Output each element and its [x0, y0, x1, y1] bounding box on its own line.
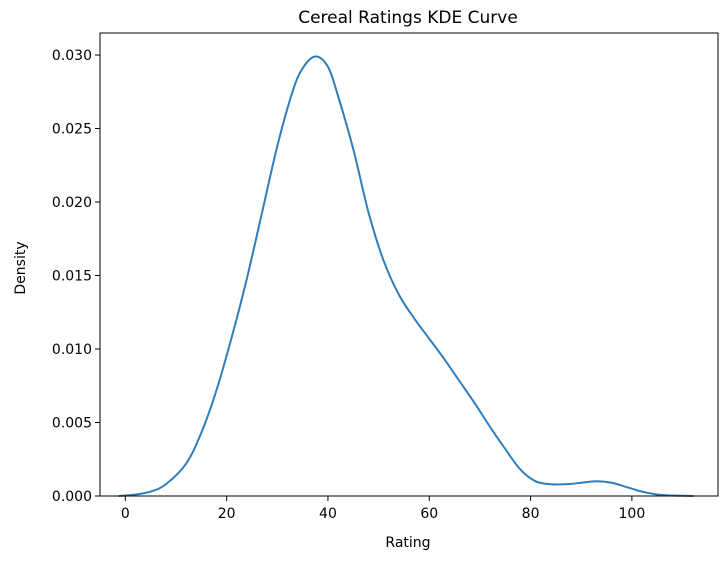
y-tick-label: 0.010	[52, 342, 92, 358]
y-axis-label: Density	[13, 241, 29, 294]
y-tick-label: 0.020	[52, 195, 92, 211]
x-tick-label: 100	[619, 506, 646, 522]
y-tick-label: 0.005	[52, 416, 92, 432]
kde-curve	[118, 55, 694, 497]
x-tick-label: 20	[218, 506, 236, 522]
y-tick-label: 0.030	[52, 48, 92, 64]
y-tick-label: 0.015	[52, 269, 92, 285]
plot-frame	[99, 32, 719, 497]
plot-area	[99, 32, 719, 497]
x-tick-label: 0	[121, 506, 130, 522]
x-tick-label: 80	[522, 506, 540, 522]
x-tick-label: 40	[319, 506, 337, 522]
y-tick-label: 0.025	[52, 122, 92, 138]
x-axis: 0 20 40 60 80 100	[121, 496, 645, 522]
y-tick-label: 0.000	[52, 489, 92, 505]
y-axis: 0.000 0.005 0.010 0.015 0.020 0.025 0.030	[52, 48, 100, 505]
x-axis-label: Rating	[385, 535, 430, 551]
chart-title: Cereal Ratings KDE Curve	[298, 8, 518, 28]
x-tick-label: 60	[420, 506, 438, 522]
